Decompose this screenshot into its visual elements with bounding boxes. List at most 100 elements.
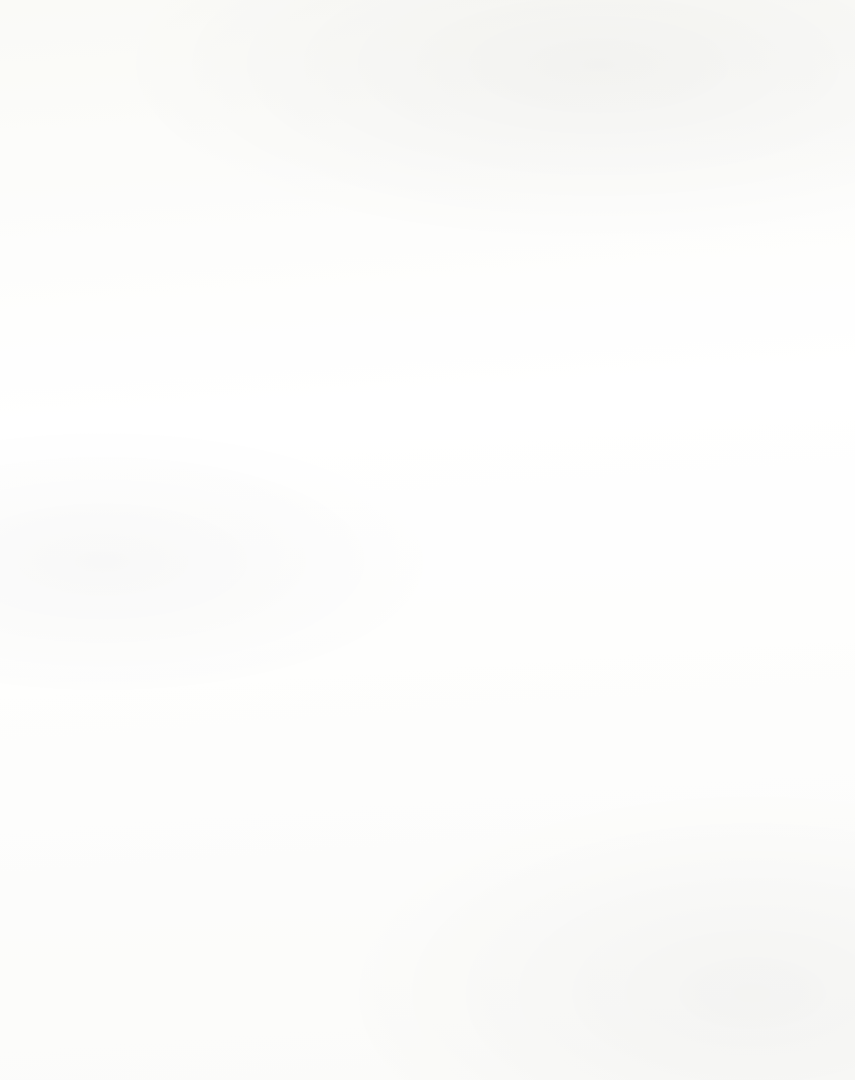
issue-date-label: FECHA EMISION	[480, 311, 579, 327]
iva-currency: $	[608, 691, 616, 706]
client-details-panel: E : CLARO CHILE S.A. ON : EL SALTO 5450 …	[0, 253, 830, 358]
patente-value: HHJK63	[656, 804, 705, 819]
sii-office-label: S.I.I. - SANTIAGO NORTE	[624, 209, 776, 225]
dispatch-section-title: CEDENTES DE DESPACHO	[0, 753, 169, 769]
client-rut: 96.799.250-K	[120, 317, 196, 332]
client-section-title: DENTES DEL CLIENTE	[0, 238, 142, 254]
client-number-colon: :	[612, 262, 617, 277]
contact-value: GONZALO SEBASTIAN MIRANDA SOTO 569939525…	[116, 838, 435, 855]
ref-header-documento: Documento Ref	[59, 675, 149, 691]
rut-label: R.U.T	[390, 930, 424, 946]
total-label: Total	[513, 722, 538, 736]
col-header-descripcion: DESCRIPCION	[281, 375, 368, 391]
dispatch-details-panel: EGA ORIGEN : LO BOZA 441 PUDAHUEL METROP…	[0, 770, 855, 894]
col-header-precio-unitario: PRECIO UNITARIO	[519, 373, 630, 389]
reference-document-table: Documento Ref Folio Fecha Orden de Compr…	[7, 670, 479, 735]
origin-warehouse-label: EGA ORIGEN	[0, 781, 80, 797]
transfer-type-colon: :	[91, 815, 97, 830]
transfer-type-value: Otro traslado no venta	[115, 814, 240, 830]
issuer-activity-4: Telefonía Fija	[0, 136, 75, 150]
cell-cantidad: 14	[4, 401, 17, 413]
issue-date-colon: :	[613, 311, 618, 326]
column-divider-5	[507, 392, 511, 680]
origin-warehouse-colon: :	[91, 781, 96, 796]
client-colon-1: :	[103, 282, 109, 297]
destination-address-label: CCION DES.	[0, 857, 74, 873]
ref-bottom-rule	[8, 724, 479, 730]
transfer-type-label: TRASLADO	[0, 815, 70, 831]
client-label-0: E	[0, 266, 9, 281]
client-colon-4: :	[104, 334, 109, 349]
column-divider-4	[397, 392, 401, 680]
iva-label: 19% IVA	[512, 692, 557, 706]
client-label-1: ON	[0, 283, 19, 298]
dispatch-section-header: CEDENTES DE DESPACHO	[0, 744, 821, 772]
issuer-rut: R.U.T.: 96.799.250-K	[581, 53, 749, 76]
pdf417-barcode	[17, 900, 329, 992]
scan-edge-shadow-right	[845, 0, 855, 1080]
client-address: EL SALTO 5450	[117, 282, 210, 297]
column-divider-1	[36, 392, 41, 680]
cell-precio-unitario: 231.957	[555, 417, 597, 429]
sii-electronic-stamp-block: Timbre Electrónico SII Res. 0 del 2004 V…	[17, 900, 329, 1036]
origin-commune-region: PUDAHUEL METROPOLITANA	[119, 797, 301, 813]
document-folio: Nº 3024537	[621, 150, 711, 171]
client-number-label: Nº CLIENTE	[479, 263, 551, 278]
document-type-line2: ELECTRÓNICA	[604, 112, 728, 133]
ref-value-folio: 4209631016	[260, 697, 326, 710]
total-neto-currency: $	[608, 676, 616, 691]
total-exento-currency: $	[609, 706, 617, 721]
document-number-value: 5909753142	[636, 279, 707, 294]
column-divider-6	[656, 392, 660, 680]
dispatch-date-value: 23-Ene-2026	[656, 778, 730, 793]
cell-precio-unitario: 129.839	[555, 401, 597, 413]
ref-header-fecha: Fecha	[389, 673, 425, 688]
company-logo-icon	[0, 0, 40, 30]
totals-divider	[652, 673, 655, 738]
iva-value: 830.162	[788, 690, 830, 704]
document-type-box: R.U.T.: 96.799.250-K GUÍA DE DESPACHO EL…	[517, 36, 814, 197]
patente-colon: :	[632, 804, 638, 819]
ref-value-fecha: 23-Ene-2026	[373, 696, 441, 710]
dispatch-date-colon: :	[632, 778, 637, 793]
client-colon-3: :	[104, 317, 109, 332]
destination-city-region: OSORNO OSORNO	[116, 874, 231, 889]
total-currency: $	[609, 721, 617, 736]
observaciones-label: OBSERVACIONES	[480, 838, 589, 853]
document-number-colon: :	[612, 279, 618, 294]
issuer-activity-2: os de Telecomunicaciones	[0, 102, 147, 116]
cell-monto: 2.551.527	[780, 415, 836, 429]
stamp-verify-prefix: Verifique documento:	[96, 1022, 203, 1036]
ref-header-rule	[7, 690, 478, 696]
contact-label: ACTO DES.	[0, 840, 68, 856]
contact-colon: :	[92, 840, 97, 855]
total-exento-label: Total Exento	[513, 707, 577, 721]
sii-verify-link[interactable]: www.sii.cl	[202, 1022, 251, 1035]
issuer-address: Av. El Salto 5450, Huechuraba, Santiago	[0, 153, 227, 167]
ref-header-folio: Folio	[287, 674, 317, 689]
items-table-body: 14 70013858 ZTE BLADV70MX256G GR POST 12…	[0, 392, 855, 680]
cell-descripcion: HOR 400LIT256/12G GA POST	[146, 417, 309, 429]
dispatch-date-label: FECHA	[479, 779, 523, 794]
firma-colon: :	[642, 947, 647, 962]
provider-footer-note: Solución de Factura Electrónica de: www.…	[612, 1050, 813, 1060]
provider-link[interactable]: www.acepta.com	[748, 1050, 813, 1060]
destination-address-value: ELEUTERIO RAMÍREZ 1190	[116, 856, 279, 872]
client-colon-0: :	[103, 265, 109, 280]
column-divider-3	[306, 392, 310, 680]
client-section-header: DENTES DEL CLIENTE	[0, 228, 811, 256]
observaciones-colon: :	[633, 837, 638, 852]
handwritten-firma: B	[698, 946, 725, 988]
total-value: 5.199.435	[778, 720, 831, 734]
totals-box: Total Neto $ 4.369.273 19% IVA $ 830.162…	[499, 670, 846, 740]
recinto-label: Recinto	[390, 948, 434, 964]
document-number-label: Nº DOCUMENTO	[479, 280, 579, 295]
issuer-activity-3: os de Corretaje	[0, 119, 86, 133]
col-header-codigo: CODIGO	[69, 377, 120, 393]
issue-date-value: 23-Ene-2026	[637, 311, 711, 326]
scan-edge-shadow-bottom	[0, 1064, 855, 1080]
handwritten-recinto: Osorno	[438, 948, 538, 983]
client-commune-region: HUECHURABA - METROPOLITANA	[127, 298, 337, 314]
handwritten-nombre-2: Ruiz	[588, 895, 659, 936]
